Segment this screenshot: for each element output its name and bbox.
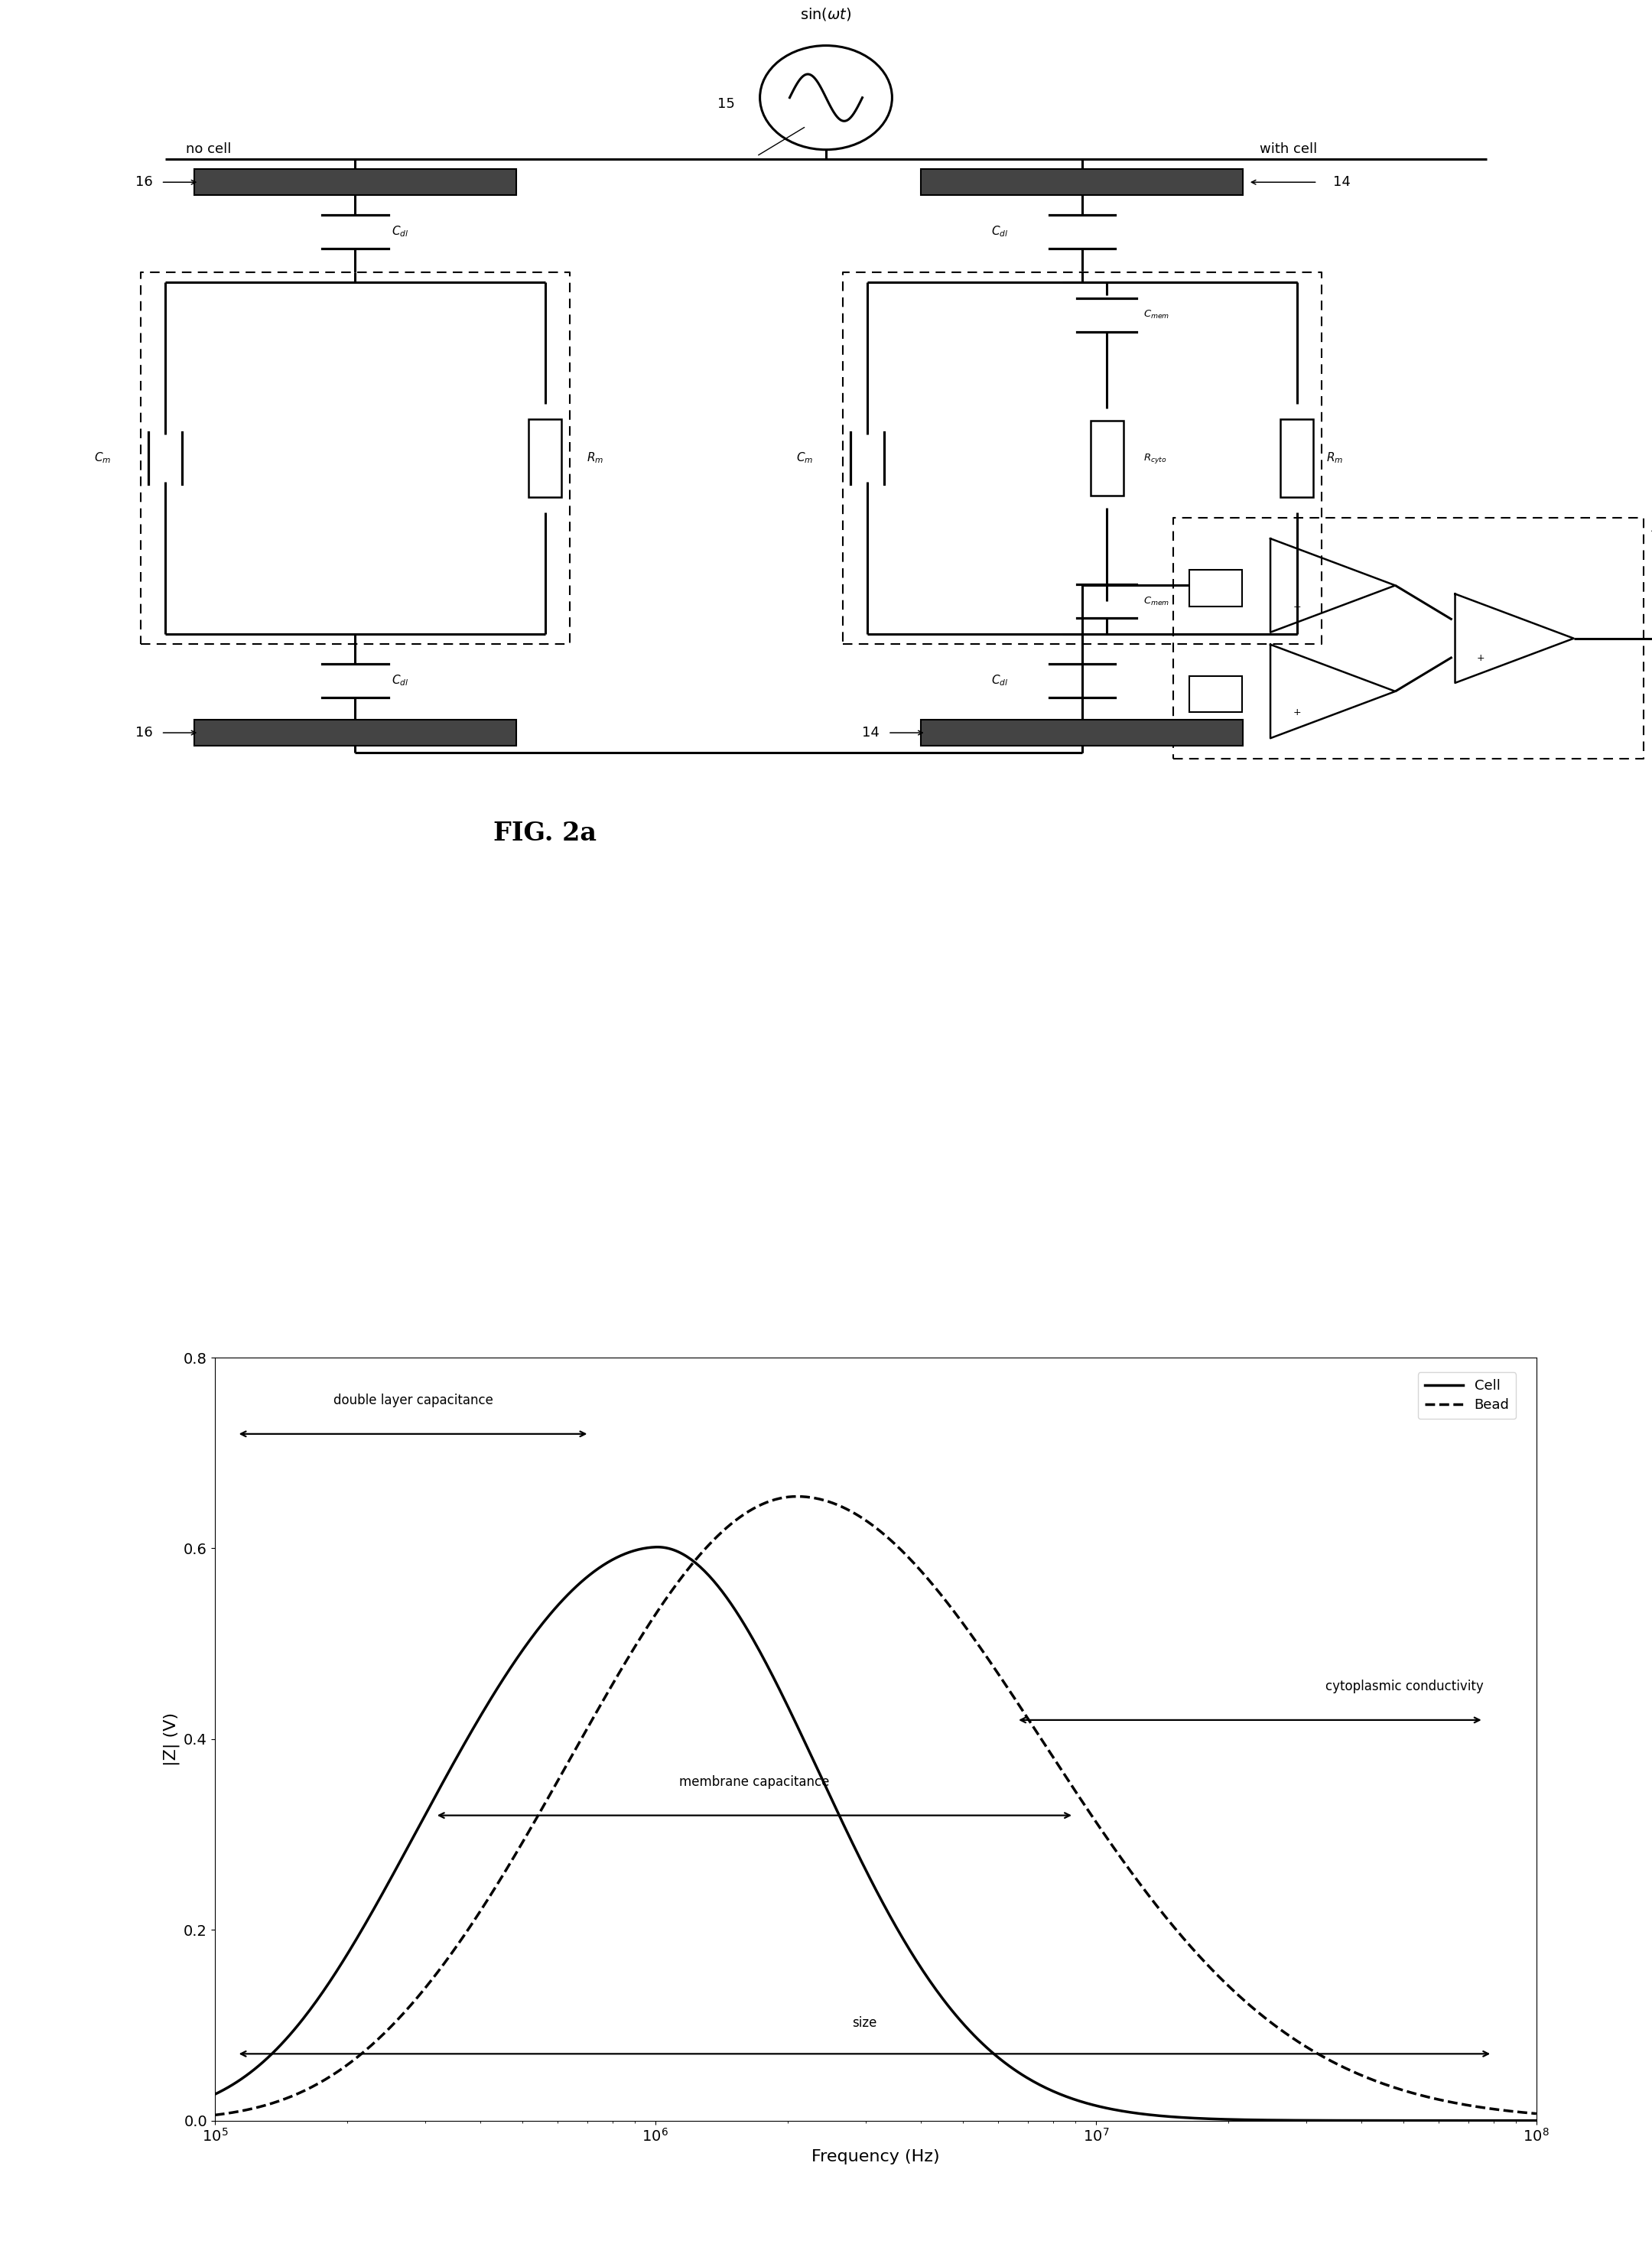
Text: 14: 14 <box>862 725 881 741</box>
X-axis label: Frequency (Hz): Frequency (Hz) <box>811 2150 940 2163</box>
Bead <box>788 1483 808 1510</box>
Text: $\sin(\omega t)$: $\sin(\omega t)$ <box>800 7 852 22</box>
Cell <box>439 1759 459 1786</box>
Text: cytoplasmic conductivity: cytoplasmic conductivity <box>1325 1679 1483 1694</box>
Text: with cell: with cell <box>1260 141 1317 157</box>
Text: 14: 14 <box>1333 175 1350 188</box>
Bead <box>805 1486 824 1512</box>
Bead <box>986 1656 1006 1683</box>
Text: $C_{dl}$: $C_{dl}$ <box>991 673 1008 689</box>
Text: $R_m$: $R_m$ <box>1327 451 1343 465</box>
Text: $C_m$: $C_m$ <box>796 451 813 465</box>
Line: Cell: Cell <box>215 1546 1536 2121</box>
Text: $C_m$: $C_m$ <box>94 451 111 465</box>
Cell <box>805 1750 824 1777</box>
Cell <box>986 2042 1006 2069</box>
Text: 15: 15 <box>717 96 735 110</box>
Bar <box>195 168 515 195</box>
Text: $C_{dl}$: $C_{dl}$ <box>392 224 408 238</box>
Line: Bead: Bead <box>215 1497 1536 2116</box>
Bar <box>1189 675 1242 711</box>
Cell <box>545 1595 565 1622</box>
Bead <box>1526 2100 1546 2127</box>
Bead <box>1203 1957 1222 1984</box>
Text: $C_{dl}$: $C_{dl}$ <box>991 224 1008 238</box>
Cell <box>648 1533 667 1560</box>
Text: +: + <box>1294 601 1302 610</box>
Bar <box>922 168 1242 195</box>
Text: +: + <box>1294 707 1302 718</box>
Text: size: size <box>852 2015 877 2031</box>
Bar <box>1189 570 1242 606</box>
Bar <box>529 420 562 498</box>
Bar <box>1090 420 1123 496</box>
Text: membrane capacitance: membrane capacitance <box>679 1775 829 1788</box>
Bar <box>922 720 1242 745</box>
Cell <box>1526 2107 1546 2134</box>
Text: $C_{mem}$: $C_{mem}$ <box>1143 310 1170 321</box>
Cell <box>1203 2105 1222 2132</box>
Text: 16: 16 <box>135 725 154 741</box>
Legend: Cell, Bead: Cell, Bead <box>1417 1371 1517 1418</box>
Bar <box>1280 420 1313 498</box>
Bead <box>1090 1813 1110 1840</box>
Text: $C_{mem}$: $C_{mem}$ <box>1143 595 1170 608</box>
Text: $R_m$: $R_m$ <box>586 451 603 465</box>
Text: no cell: no cell <box>185 141 231 157</box>
Bar <box>195 720 515 745</box>
Text: double layer capacitance: double layer capacitance <box>334 1394 492 1407</box>
Text: FIG. 2a: FIG. 2a <box>494 821 596 846</box>
Bead <box>439 1943 459 1970</box>
Y-axis label: |Z| (V): |Z| (V) <box>164 1712 180 1766</box>
Text: $R_{cyto}$: $R_{cyto}$ <box>1143 451 1166 465</box>
Cell <box>205 2080 225 2107</box>
Text: +: + <box>1477 653 1485 664</box>
Text: $C_{dl}$: $C_{dl}$ <box>392 673 408 689</box>
Bead <box>205 2103 225 2130</box>
Bead <box>545 1773 565 1800</box>
Text: 16: 16 <box>135 175 154 188</box>
Cell <box>1090 2094 1110 2121</box>
